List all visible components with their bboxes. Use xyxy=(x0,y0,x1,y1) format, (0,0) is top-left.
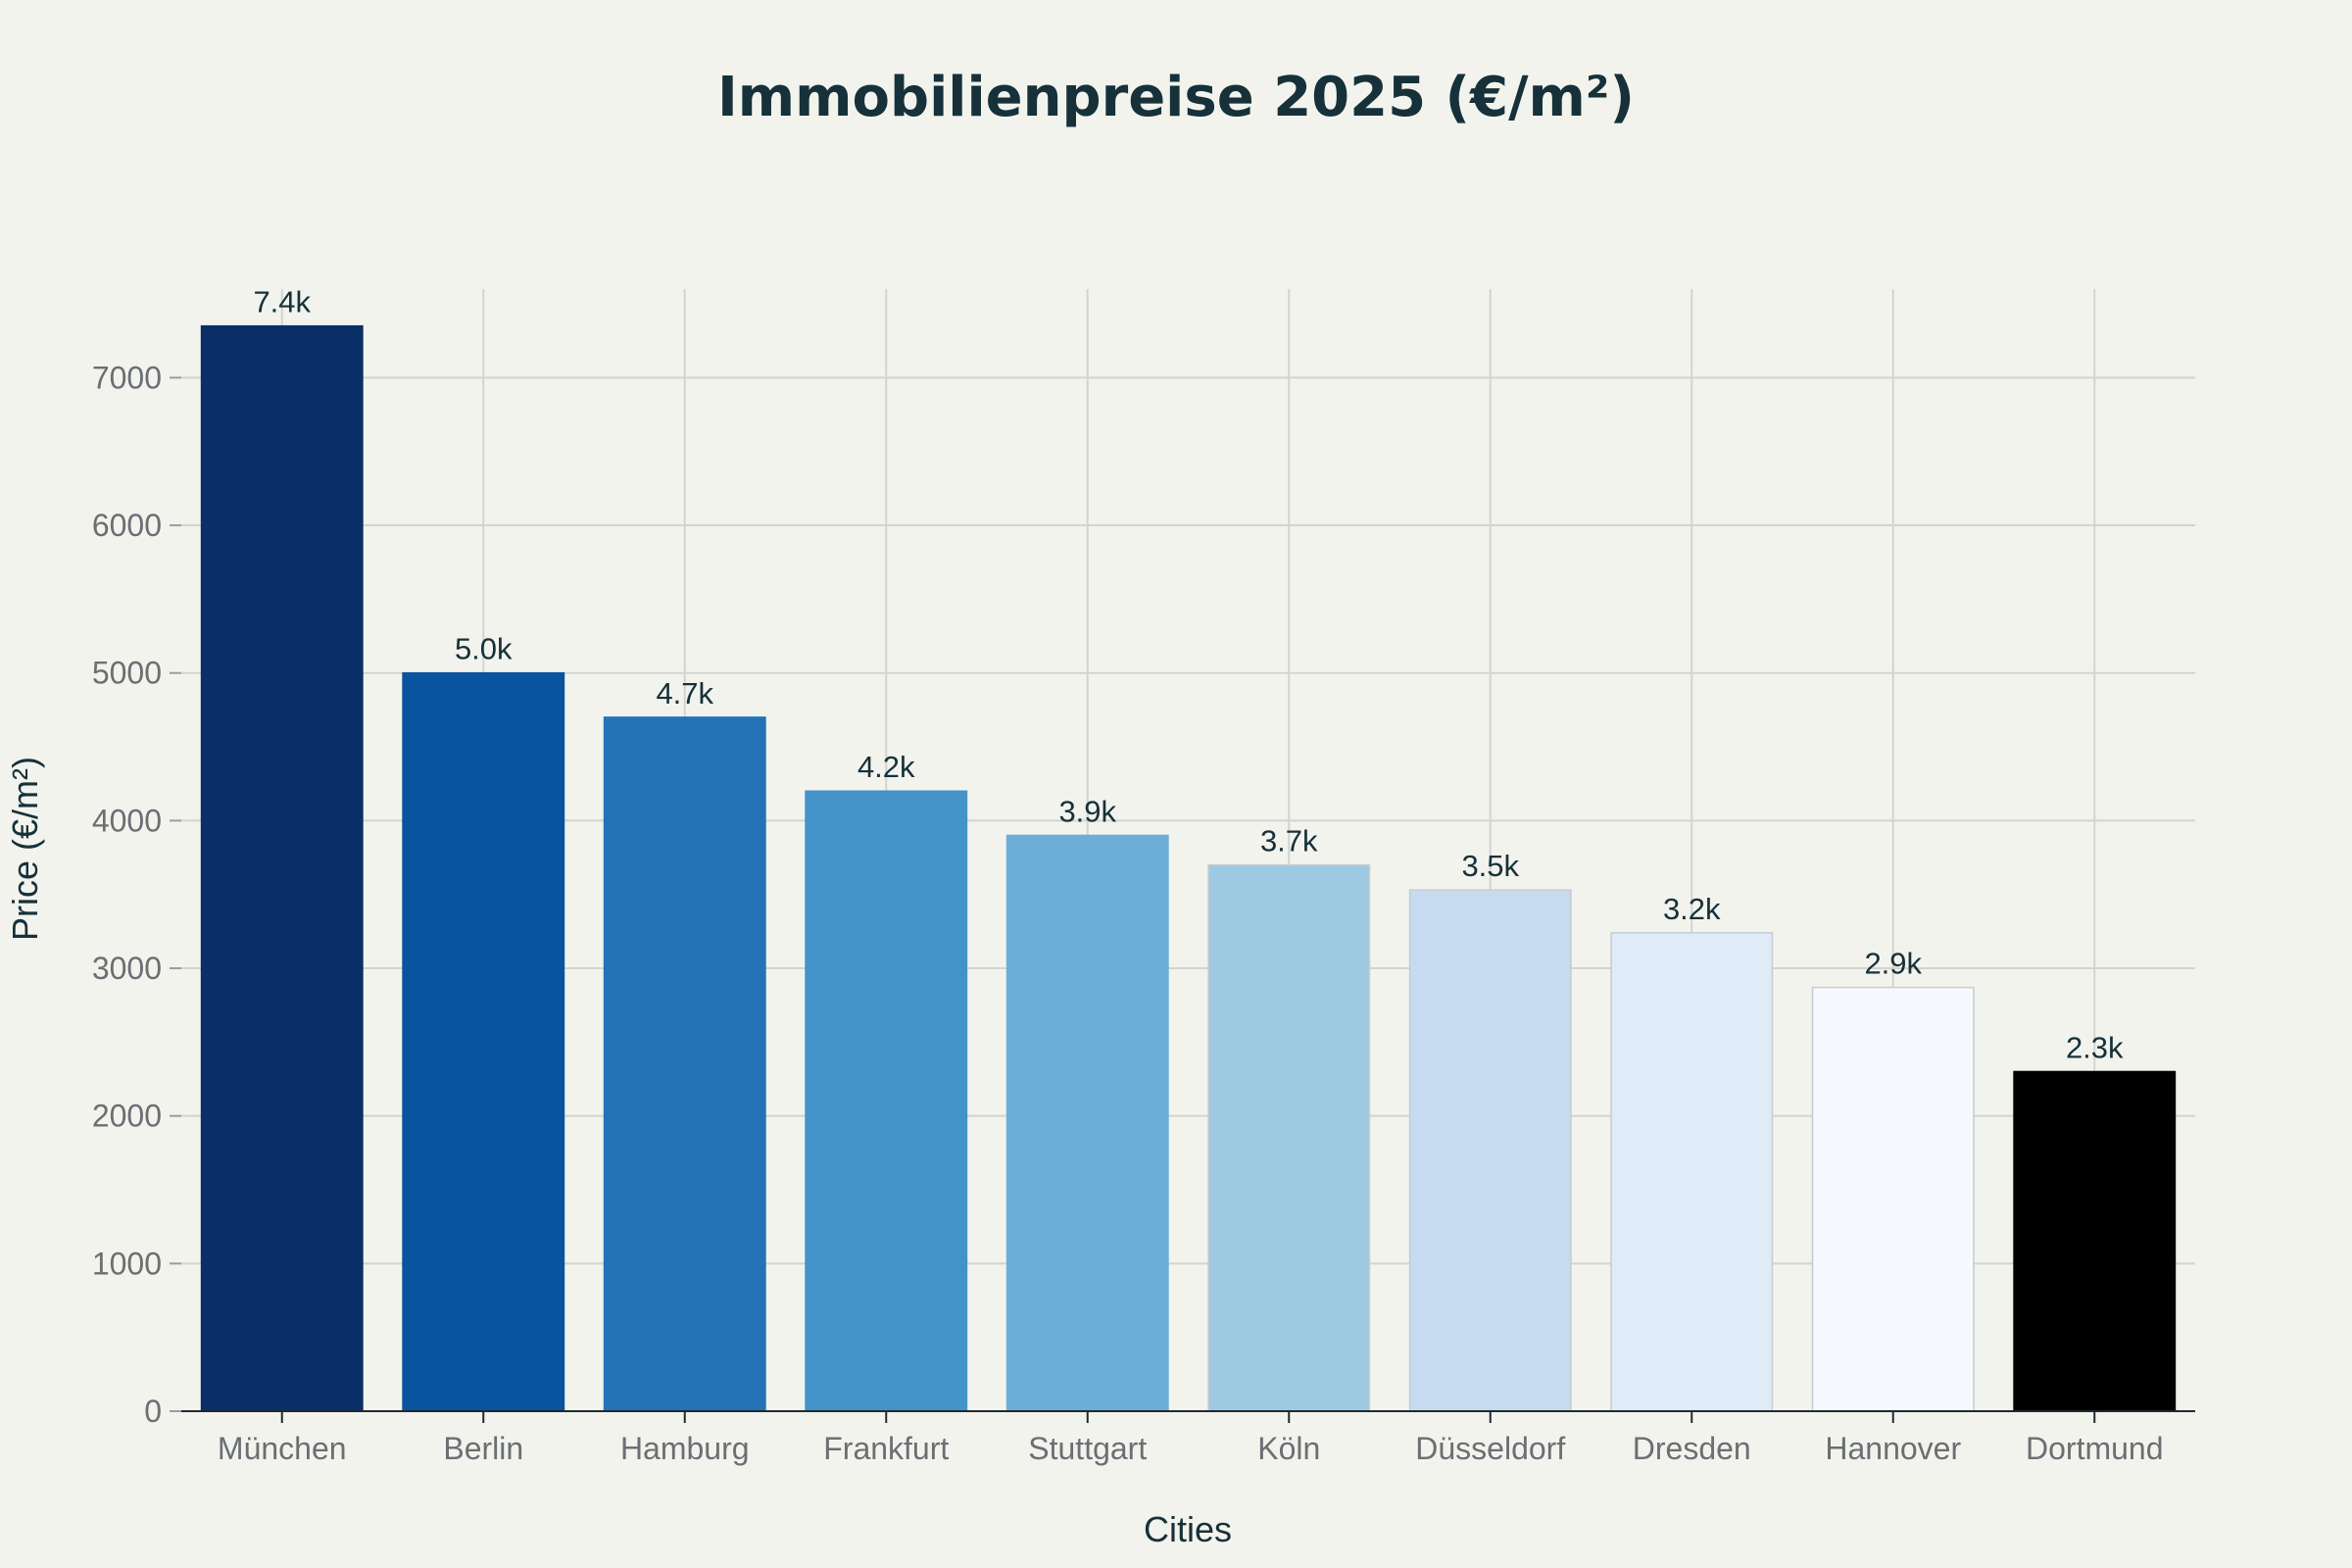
y-tick-label: 3000 xyxy=(92,951,162,986)
data-label: 3.9k xyxy=(1058,794,1116,828)
data-label: 2.9k xyxy=(1864,947,1922,981)
bar-dortmund[interactable] xyxy=(2013,1070,2177,1412)
x-tick-label: Düsseldorf xyxy=(1415,1431,1565,1466)
bar-dresden[interactable] xyxy=(1610,932,1774,1412)
x-tick-label: Dortmund xyxy=(2026,1431,2164,1466)
x-tick-label: Berlin xyxy=(443,1431,523,1466)
y-axis-ticks: 0 1000 2000 3000 4000 5000 6000 7000 xyxy=(92,360,181,1429)
bar-frankfurt[interactable] xyxy=(805,790,968,1412)
bar-berlin[interactable] xyxy=(402,671,565,1412)
x-tick-label: Stuttgart xyxy=(1028,1431,1147,1466)
y-axis-title: Price (€/m²) xyxy=(5,757,45,941)
bar-munchen[interactable] xyxy=(200,324,364,1412)
data-label: 5.0k xyxy=(455,632,513,666)
y-tick-label: 1000 xyxy=(92,1246,162,1281)
data-label: 3.7k xyxy=(1260,824,1318,858)
data-label: 3.2k xyxy=(1663,892,1721,926)
y-tick-label: 2000 xyxy=(92,1099,162,1134)
y-tick-label: 4000 xyxy=(92,803,162,838)
data-label: 4.7k xyxy=(656,676,713,710)
x-axis-title: Cities xyxy=(1144,1509,1232,1549)
x-tick-label: Dresden xyxy=(1633,1431,1751,1466)
x-tick-label: Frankfurt xyxy=(823,1431,949,1466)
data-label: 2.3k xyxy=(2066,1030,2124,1064)
bar-hannover[interactable] xyxy=(1811,986,1975,1412)
bar-dusseldorf[interactable] xyxy=(1408,889,1572,1412)
x-tick-label: Köln xyxy=(1257,1431,1320,1466)
data-label: 3.5k xyxy=(1461,849,1519,883)
y-tick-label: 0 xyxy=(144,1394,162,1429)
y-tick-label: 5000 xyxy=(92,656,162,691)
y-tick-label: 6000 xyxy=(92,508,162,543)
x-tick-label: Hamburg xyxy=(620,1431,750,1466)
bars xyxy=(200,324,2177,1412)
bar-stuttgart[interactable] xyxy=(1005,834,1169,1412)
data-label: 7.4k xyxy=(253,285,311,319)
bar-hamburg[interactable] xyxy=(603,716,766,1412)
x-axis-ticks: München Berlin Hamburg Frankfurt Stuttgart Kö… xyxy=(218,1411,2164,1466)
x-tick-label: München xyxy=(218,1431,347,1466)
bar-koln[interactable] xyxy=(1207,863,1371,1412)
y-tick-label: 7000 xyxy=(92,360,162,395)
x-tick-label: Hannover xyxy=(1825,1431,1961,1466)
data-label: 4.2k xyxy=(858,750,915,784)
data-labels: 7.4k 5.0k 4.7k 4.2k 3.9k 3.7k 3.5k 3.2k 2.9k 2.3k xyxy=(253,285,2124,1065)
chart-title: Immobilienpreise 2025 (€/m²) xyxy=(717,66,1635,129)
